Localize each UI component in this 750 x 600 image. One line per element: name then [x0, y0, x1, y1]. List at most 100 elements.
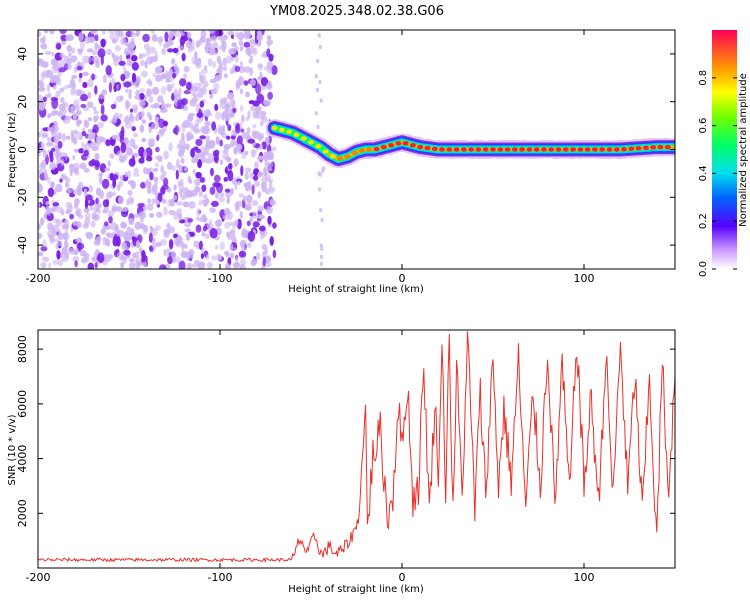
noise-blob — [213, 82, 220, 91]
noise-blob — [103, 237, 107, 242]
noise-blob — [163, 206, 168, 216]
noise-blob — [227, 170, 234, 182]
noise-blob — [106, 232, 112, 238]
noise-blob — [178, 164, 183, 174]
noise-blob — [195, 224, 202, 233]
noise-blob — [134, 251, 140, 260]
noise-blob — [166, 222, 171, 229]
noise-blob — [129, 227, 135, 237]
signal-peak — [271, 125, 278, 131]
noise-blob — [192, 168, 196, 175]
noise-blob — [272, 249, 277, 259]
noise-blob — [193, 178, 201, 186]
noise-blob — [206, 42, 213, 48]
noise-blob — [97, 44, 102, 50]
noise-blob — [42, 96, 47, 103]
noise-blob — [177, 45, 185, 51]
noise-blob — [248, 100, 255, 105]
noise-blob — [148, 46, 156, 54]
noise-blob — [53, 68, 60, 74]
signal-peak — [577, 147, 584, 152]
noise-blob — [94, 262, 98, 269]
noise-blob — [188, 201, 196, 209]
noise-blob — [244, 150, 249, 156]
noise-blob — [230, 234, 237, 242]
noise-blob — [267, 42, 271, 48]
noise-blob — [79, 162, 87, 170]
noise-blob — [135, 240, 141, 249]
signal-peak — [329, 154, 336, 159]
y-tick-label: 6000 — [16, 390, 29, 418]
noise-blob — [320, 246, 324, 251]
signal-peak — [482, 147, 489, 152]
noise-blob — [101, 30, 106, 36]
noise-blob — [223, 177, 229, 182]
noise-blob — [121, 241, 127, 250]
noise-blob — [185, 190, 193, 196]
noise-blob — [171, 82, 175, 88]
noise-blob — [150, 30, 155, 35]
noise-blob — [78, 214, 84, 219]
noise-blob — [224, 262, 231, 269]
signal-peak — [635, 146, 642, 151]
noise-blob — [252, 109, 259, 118]
noise-blob — [155, 74, 162, 82]
colorbar-tick-label: 0.2 — [698, 213, 709, 229]
noise-blob — [43, 168, 48, 177]
noise-blob — [128, 218, 135, 225]
noise-blob — [237, 31, 245, 41]
noise-blob — [97, 203, 102, 209]
noise-blob — [200, 87, 207, 96]
noise-blob — [40, 245, 48, 252]
noise-blob — [50, 59, 55, 64]
noise-blob — [157, 95, 164, 103]
noise-blob — [174, 125, 179, 136]
snr-content — [38, 331, 675, 563]
noise-blob — [84, 221, 89, 228]
noise-blob — [235, 255, 239, 263]
noise-blob — [105, 65, 112, 76]
noise-blob — [211, 121, 217, 131]
noise-blob — [80, 257, 87, 264]
noise-blob — [158, 38, 163, 46]
noise-blob — [203, 194, 208, 200]
noise-blob — [80, 103, 87, 109]
noise-blob — [127, 189, 133, 196]
noise-blob — [247, 230, 256, 242]
noise-blob — [105, 191, 113, 200]
signal-peak — [446, 147, 453, 152]
colorbar-ticks: 0.0 0.2 0.4 0.6 0.8 — [698, 70, 737, 277]
noise-blob — [154, 116, 159, 123]
figure-title: YM08.2025.348.02.38.G06 — [269, 4, 444, 19]
noise-blob — [47, 127, 53, 132]
noise-blob — [199, 135, 206, 140]
noise-blob — [131, 236, 136, 242]
noise-blob — [52, 84, 57, 90]
noise-blob — [130, 37, 135, 45]
noise-blob — [56, 77, 62, 86]
noise-blob — [172, 257, 177, 263]
noise-blob — [72, 112, 77, 121]
noise-blob — [253, 175, 259, 181]
snr-y-axis-label: SNR (10 * v/v) — [7, 414, 18, 485]
noise-blob — [139, 88, 146, 93]
noise-blob — [94, 159, 100, 171]
signal-peak — [424, 145, 431, 151]
noise-blob — [141, 70, 148, 78]
noise-blob — [109, 153, 115, 159]
noise-blob — [128, 262, 136, 269]
noise-blob — [116, 84, 120, 90]
noise-blob — [108, 215, 113, 224]
noise-blob — [151, 122, 159, 130]
noise-blob — [175, 256, 181, 264]
signal-peak — [562, 147, 569, 152]
noise-blob — [269, 199, 276, 206]
noise-blob — [101, 227, 107, 234]
noise-blob — [163, 228, 171, 235]
noise-blob — [198, 240, 203, 250]
noise-blob — [67, 44, 72, 53]
noise-blob — [80, 94, 88, 102]
noise-blob — [272, 222, 277, 229]
noise-blob — [195, 138, 203, 147]
noise-blob — [186, 81, 192, 91]
